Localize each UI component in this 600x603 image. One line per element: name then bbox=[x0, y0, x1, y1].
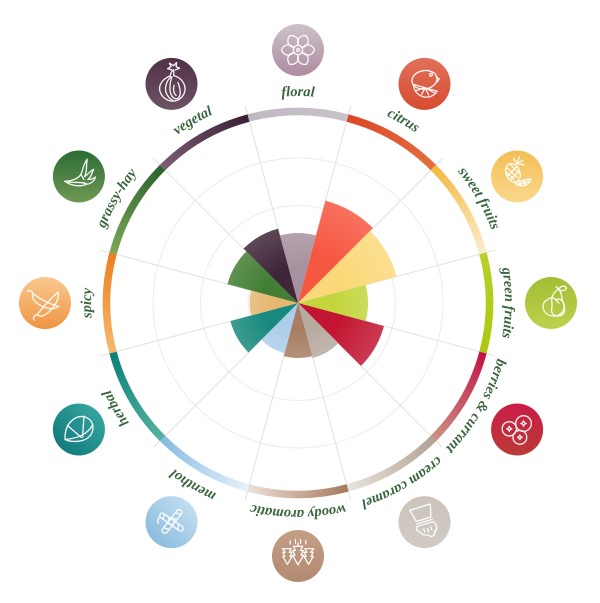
svg-text:floral: floral bbox=[281, 84, 316, 101]
svg-text:spicy: spicy bbox=[79, 287, 96, 320]
svg-text:green fruits: green fruits bbox=[498, 266, 517, 340]
svg-text:woody aromatic: woody aromatic bbox=[248, 501, 347, 522]
